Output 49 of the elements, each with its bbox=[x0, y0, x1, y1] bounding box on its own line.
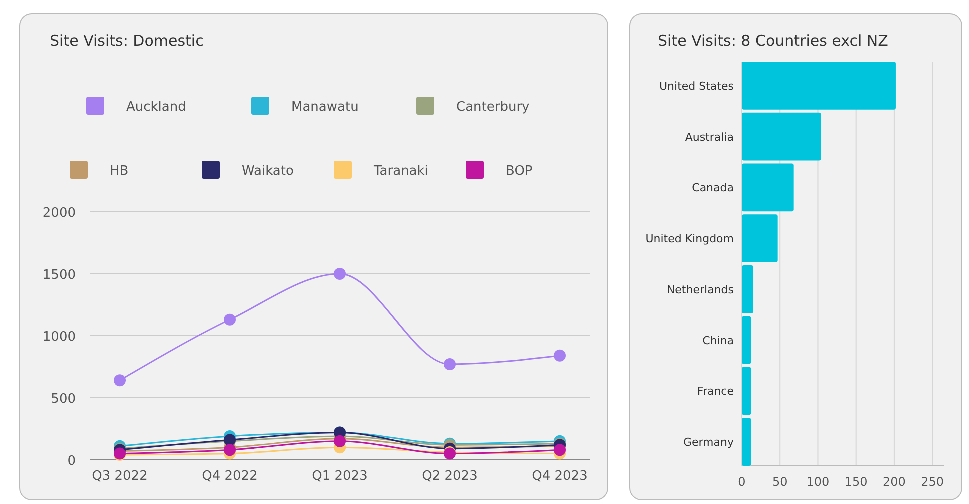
x-tick-label: 100 bbox=[806, 475, 830, 489]
x-tick-label: 150 bbox=[844, 475, 868, 489]
point bbox=[114, 374, 126, 387]
point bbox=[334, 435, 346, 448]
y-tick-label: Australia bbox=[685, 130, 734, 144]
bar bbox=[742, 62, 896, 110]
y-tick-label: United States bbox=[660, 80, 734, 93]
y-tick-label: 0 bbox=[68, 454, 76, 469]
legend-label: Canterbury bbox=[456, 100, 530, 115]
legend-label: BOP bbox=[506, 164, 533, 179]
bar bbox=[742, 316, 752, 364]
point bbox=[224, 444, 236, 456]
legend-label: HB bbox=[110, 164, 129, 179]
y-tick-label: Germany bbox=[683, 436, 734, 450]
x-tick-label: Q3 2022 bbox=[92, 469, 148, 484]
chart-title: Site Visits: Domestic bbox=[50, 32, 204, 50]
x-tick-label: 0 bbox=[738, 475, 746, 489]
legend-label: Taranaki bbox=[373, 164, 428, 179]
y-tick-label: United Kingdom bbox=[646, 232, 734, 246]
x-tick-label: Q4 2023 bbox=[532, 469, 588, 484]
x-tick-label: Q4 2022 bbox=[202, 469, 258, 484]
x-tick-label: Q2 2023 bbox=[422, 469, 478, 484]
point bbox=[224, 314, 236, 326]
point bbox=[334, 268, 346, 280]
bar bbox=[742, 266, 754, 314]
y-tick-label: France bbox=[697, 385, 734, 398]
bar bbox=[742, 112, 822, 161]
y-tick-label: Netherlands bbox=[666, 283, 734, 296]
y-tick-label: China bbox=[702, 334, 734, 348]
bar bbox=[742, 214, 778, 262]
point bbox=[554, 350, 566, 362]
y-tick-label: 500 bbox=[51, 392, 76, 407]
bar bbox=[742, 164, 794, 212]
bar bbox=[742, 367, 752, 416]
x-tick-label: 50 bbox=[772, 475, 788, 489]
x-tick-label: Q1 2023 bbox=[312, 469, 368, 484]
legend-label: Manawatu bbox=[292, 100, 359, 115]
legend-label: Auckland bbox=[126, 100, 186, 115]
y-tick-label: 2000 bbox=[42, 206, 76, 221]
point bbox=[554, 444, 566, 456]
point bbox=[444, 358, 456, 371]
chart-title: Site Visits: 8 Countries excl NZ bbox=[658, 32, 888, 50]
bar bbox=[742, 418, 752, 466]
legend-label: Waikato bbox=[242, 164, 294, 179]
y-tick-label: Canada bbox=[692, 182, 734, 195]
x-tick-label: 200 bbox=[883, 475, 906, 489]
y-tick-label: 1500 bbox=[42, 268, 76, 283]
x-tick-label: 250 bbox=[921, 475, 944, 489]
y-tick-label: 1000 bbox=[42, 330, 76, 345]
